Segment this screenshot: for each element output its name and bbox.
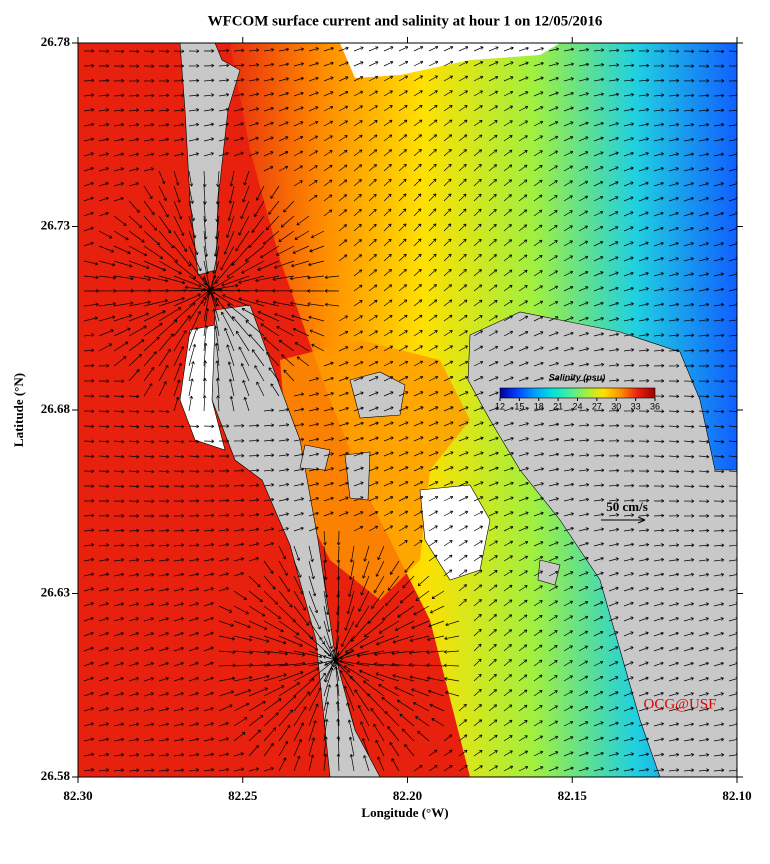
y-tick-label: 26.68 xyxy=(41,401,71,416)
colorbar-title: Salinity (psu) xyxy=(549,372,606,382)
open-area xyxy=(340,43,560,78)
island-south xyxy=(211,304,381,777)
colorbar-tick-label: 24 xyxy=(572,401,582,411)
colorbar-tick-label: 15 xyxy=(514,401,524,411)
islet xyxy=(299,444,331,471)
islet xyxy=(349,371,406,419)
colorbar-tick-label: 18 xyxy=(534,401,544,411)
y-tick-label: 26.73 xyxy=(41,217,71,232)
island-west-lagoon xyxy=(179,324,226,451)
salinity-field xyxy=(78,43,737,777)
field-orange xyxy=(280,340,470,600)
colorbar-tick-label: 27 xyxy=(592,401,602,411)
x-tick-label: 82.10 xyxy=(722,788,751,803)
current-vectors xyxy=(83,45,737,773)
x-tick-label: 82.30 xyxy=(63,788,92,803)
colorbar-tick-label: 30 xyxy=(611,401,621,411)
colorbar-tick-label: 21 xyxy=(553,401,563,411)
x-axis-label: Longitude (°W) xyxy=(361,805,448,820)
x-tick-label: 82.25 xyxy=(228,788,258,803)
x-tick-label: 82.15 xyxy=(558,788,588,803)
credit-annotation: OCG@USF xyxy=(643,696,716,712)
scale-arrow-label: 50 cm/s xyxy=(606,499,648,514)
colorbar-tick-label: 12 xyxy=(495,401,505,411)
scale-arrow-head xyxy=(637,516,646,524)
y-axis-label: Latitude (°N) xyxy=(11,373,26,447)
y-tick-label: 26.58 xyxy=(41,768,71,783)
colorbar-tick-label: 33 xyxy=(631,401,641,411)
y-tick-label: 26.78 xyxy=(41,34,71,49)
chart-title: WFCOM surface current and salinity at ho… xyxy=(208,13,603,29)
x-tick-label: 82.20 xyxy=(393,788,422,803)
colorbar-tick-label: 36 xyxy=(650,401,660,411)
y-tick-label: 26.63 xyxy=(41,584,71,599)
colorbar xyxy=(499,387,656,399)
